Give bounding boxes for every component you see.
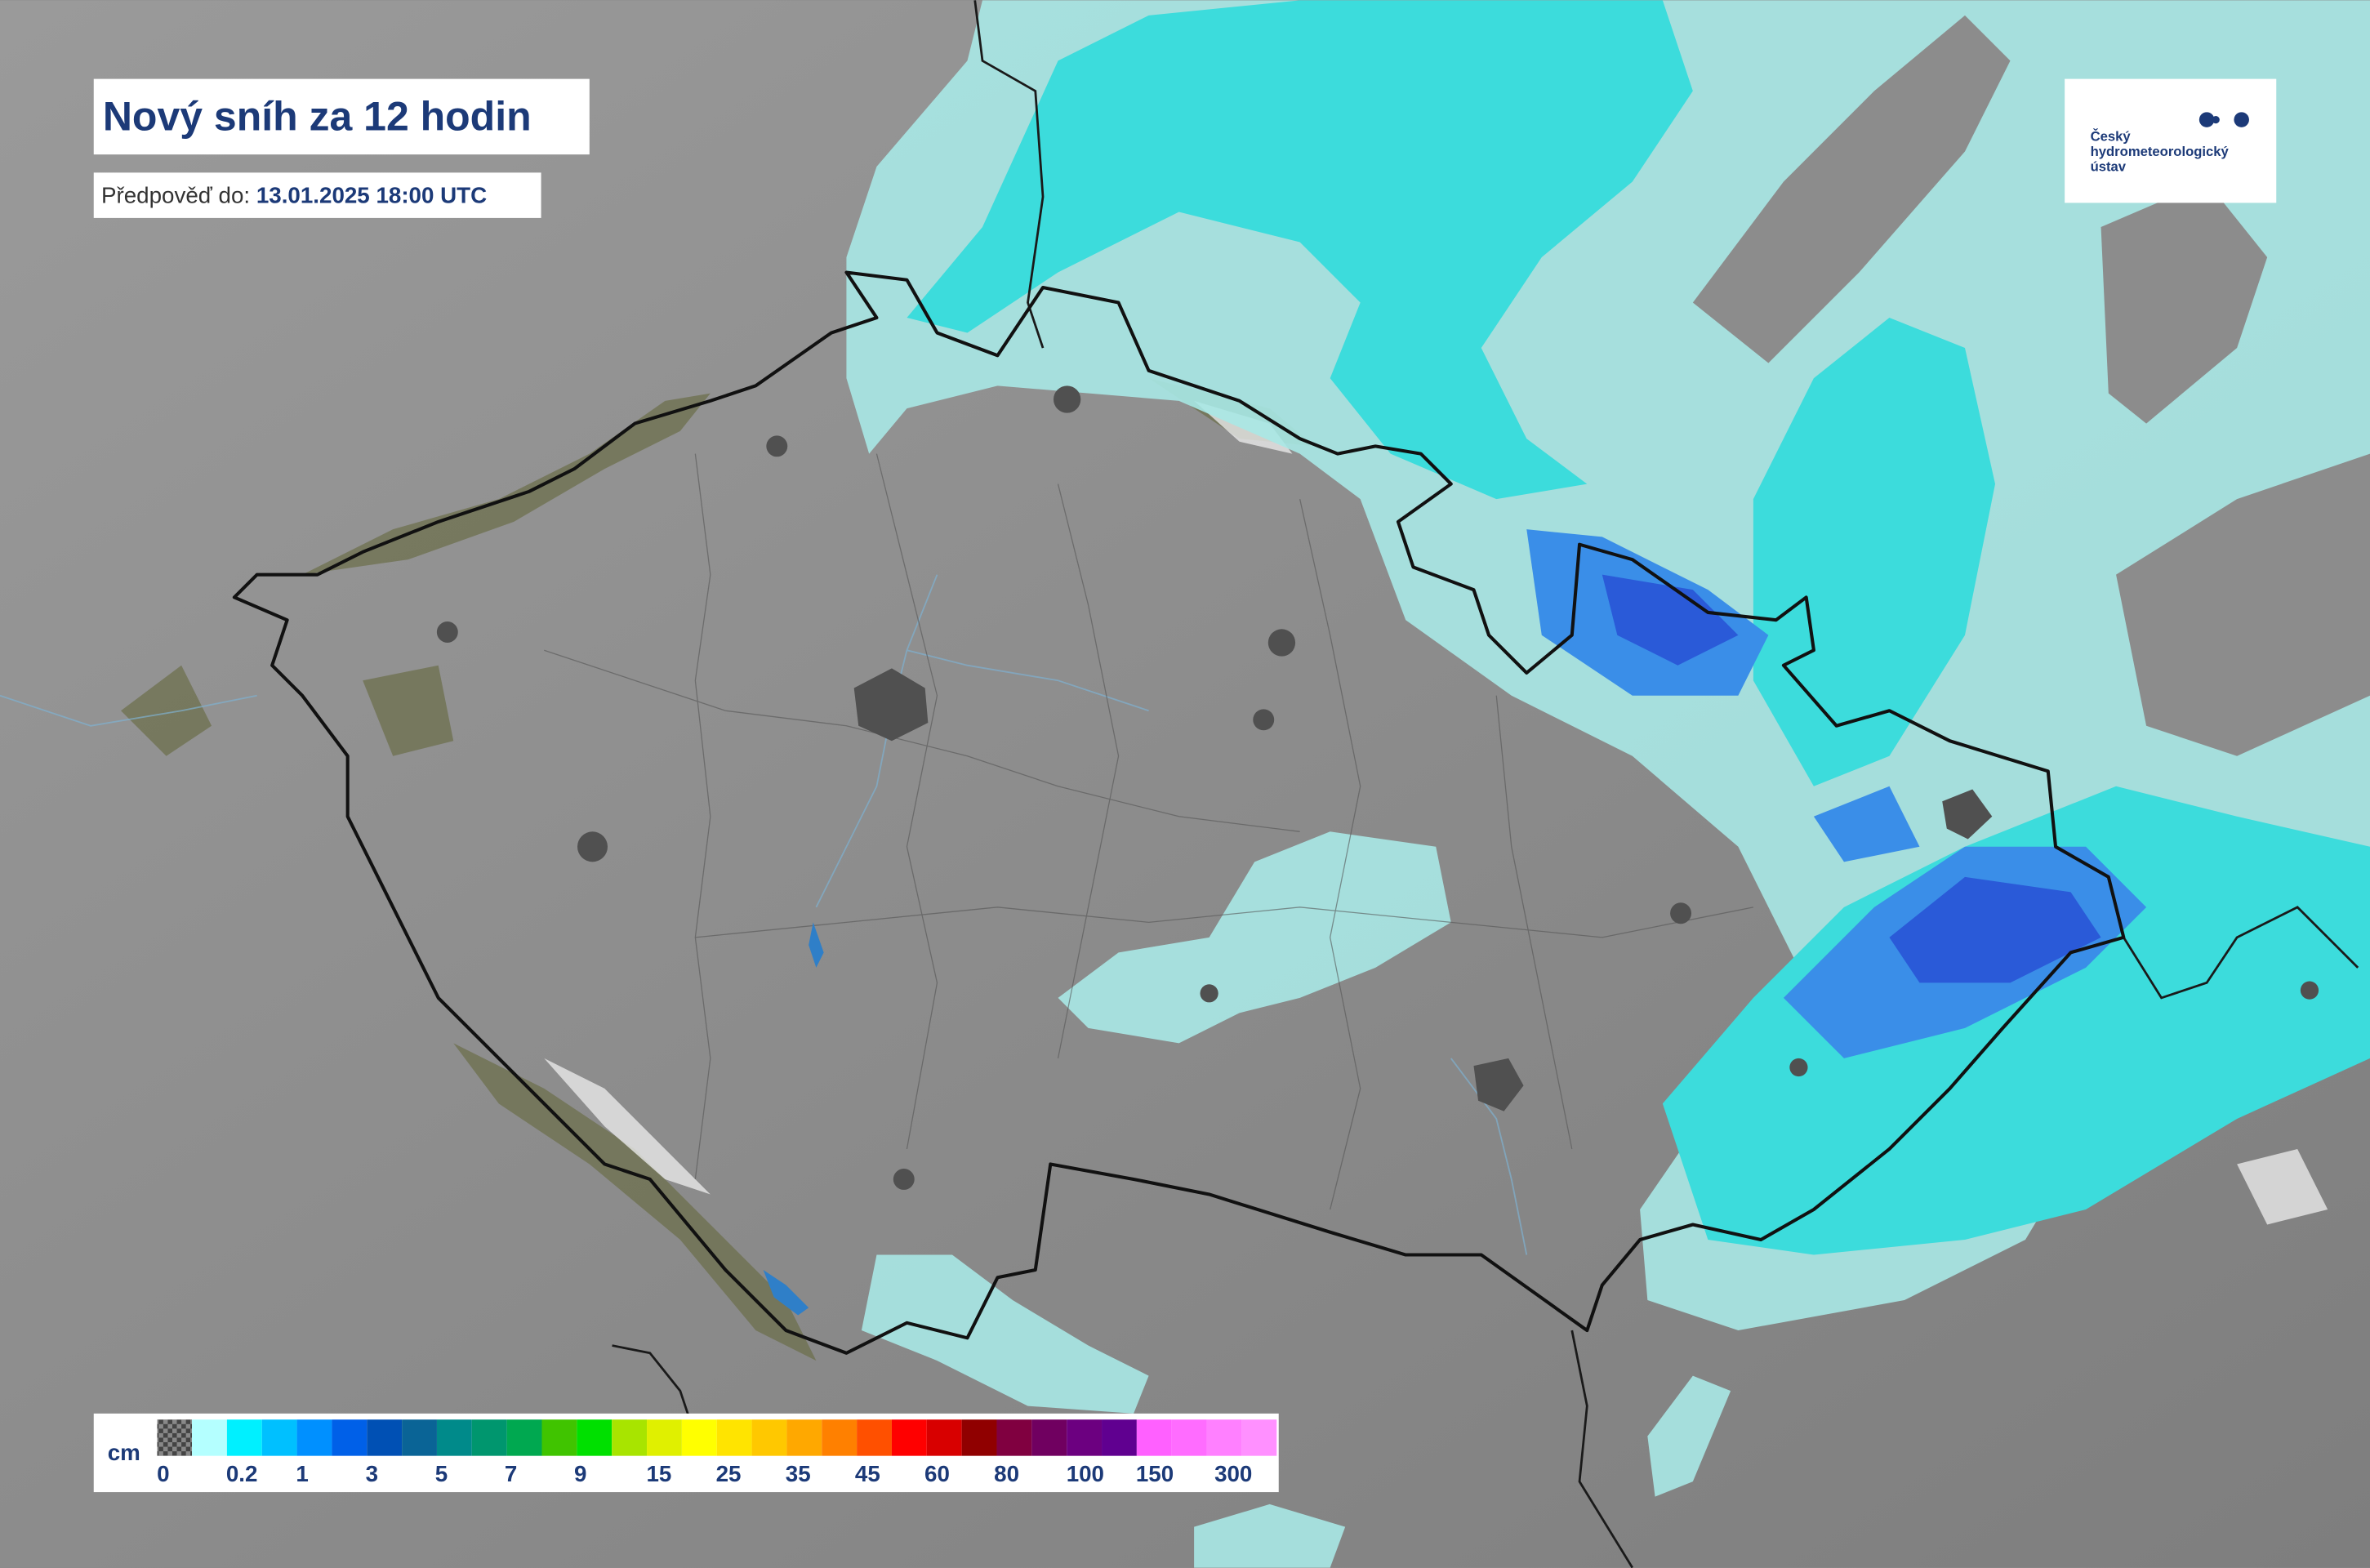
legend-swatch [1102,1419,1137,1456]
legend-label: 80 [994,1461,1019,1486]
logo-text: ústav [2091,159,2127,175]
title-box [93,78,590,155]
legend-swatch [157,1419,193,1456]
legend-swatch [1171,1419,1207,1456]
legend-swatch [261,1419,297,1456]
legend-swatch [716,1419,752,1456]
legend-swatch [332,1419,368,1456]
legend-label: 25 [716,1461,742,1486]
legend-swatch [751,1419,787,1456]
legend-swatch [541,1419,577,1456]
state-borders [612,0,2359,1568]
legend-swatch [822,1419,858,1456]
logo-box [2065,78,2277,203]
legend-label: 9 [574,1461,586,1486]
legend-swatch [192,1419,227,1456]
legend-label: 45 [855,1461,880,1486]
legend-unit: cm [108,1440,140,1465]
legend-swatch [471,1419,507,1456]
logo-text: hydrometeorologický [2091,144,2230,159]
forecast-label: Předpověď do: [101,182,250,207]
legend-swatch [996,1419,1032,1456]
legend-label: 100 [1067,1461,1104,1486]
legend-swatch [367,1419,403,1456]
legend-swatch [1031,1419,1067,1456]
legend-swatch [1206,1419,1242,1456]
legend-swatch [891,1419,927,1456]
legend-label: 150 [1136,1461,1174,1486]
logo-mark [2198,112,2249,127]
legend-swatch [1136,1419,1172,1456]
legend-label: 15 [646,1461,671,1486]
legend-swatch [226,1419,262,1456]
legend-swatch [506,1419,542,1456]
forecast-box [93,172,541,218]
legend-swatch [436,1419,472,1456]
legend: 0 0.2 1 3 5 7 9 15 25 35 45 60 80 100 150 300 [157,1419,1277,1486]
czech-border [232,270,2126,1355]
legend-swatch [681,1419,717,1456]
legend-label: 60 [924,1461,950,1486]
legend-label: 3 [366,1461,378,1486]
legend-label: 7 [505,1461,517,1486]
legend-label: 5 [435,1461,448,1486]
legend-label: 1 [296,1461,308,1486]
legend-swatch [296,1419,332,1456]
legend-swatch [961,1419,997,1456]
legend-label: 35 [786,1461,811,1486]
cities [436,385,2319,1190]
region-borders [544,453,1754,1210]
legend-swatch [857,1419,892,1456]
rivers [0,574,1528,1255]
title: Nový sníh za 12 hodin [103,94,532,140]
legend-swatch [647,1419,682,1456]
legend-swatch [612,1419,648,1456]
legend-label: 0.2 [226,1461,258,1486]
legend-label: 0 [157,1461,169,1486]
legend-label: 300 [1214,1461,1252,1486]
logo-text: Český [2091,128,2132,144]
forecast-time: 13.01.2025 18:00 UTC [256,182,487,207]
legend-swatch [577,1419,613,1456]
legend-swatch [402,1419,437,1456]
forecast: Předpověď do: 13.01.2025 18:00 UTC [101,182,487,207]
legend-swatch [1241,1419,1277,1456]
legend-swatch [786,1419,822,1456]
snowfall [846,0,2370,1568]
legend-swatch [1067,1419,1103,1456]
legend-swatch [926,1419,962,1456]
